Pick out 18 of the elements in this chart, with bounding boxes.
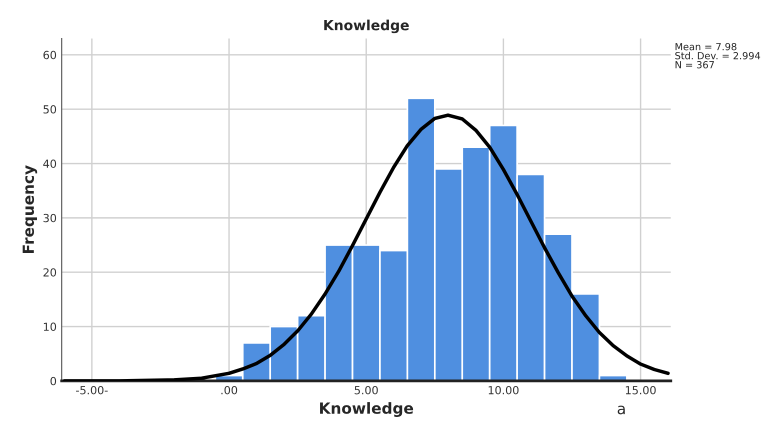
x-tick-label: 15.00 bbox=[626, 386, 656, 394]
y-tick-label: 60 bbox=[43, 50, 56, 60]
y-tick-label: 30 bbox=[44, 214, 56, 222]
y-tick-label: 40 bbox=[43, 160, 56, 168]
text: Mean = 7.98 Std. Dev. = 2.994 N = 367 bbox=[675, 42, 760, 68]
x-axis-title: Knowledge bbox=[320, 402, 414, 417]
x-tick-label: 5.00 bbox=[354, 386, 378, 394]
x-tick-label: 10.00 bbox=[488, 386, 519, 394]
x-tick-label: .00 bbox=[221, 386, 238, 394]
y-tick-label: 10 bbox=[44, 322, 56, 331]
chart-title: Knowledge bbox=[324, 20, 409, 34]
y-tick-label: 50 bbox=[44, 105, 56, 114]
y-axis-title: Frequency bbox=[22, 165, 38, 254]
y-tick-label: 0 bbox=[50, 376, 56, 386]
text: a bbox=[618, 406, 625, 414]
y-tick-label: 20 bbox=[43, 268, 56, 277]
x-tick-label: -5.00- bbox=[76, 386, 108, 394]
line-series bbox=[62, 113, 670, 381]
